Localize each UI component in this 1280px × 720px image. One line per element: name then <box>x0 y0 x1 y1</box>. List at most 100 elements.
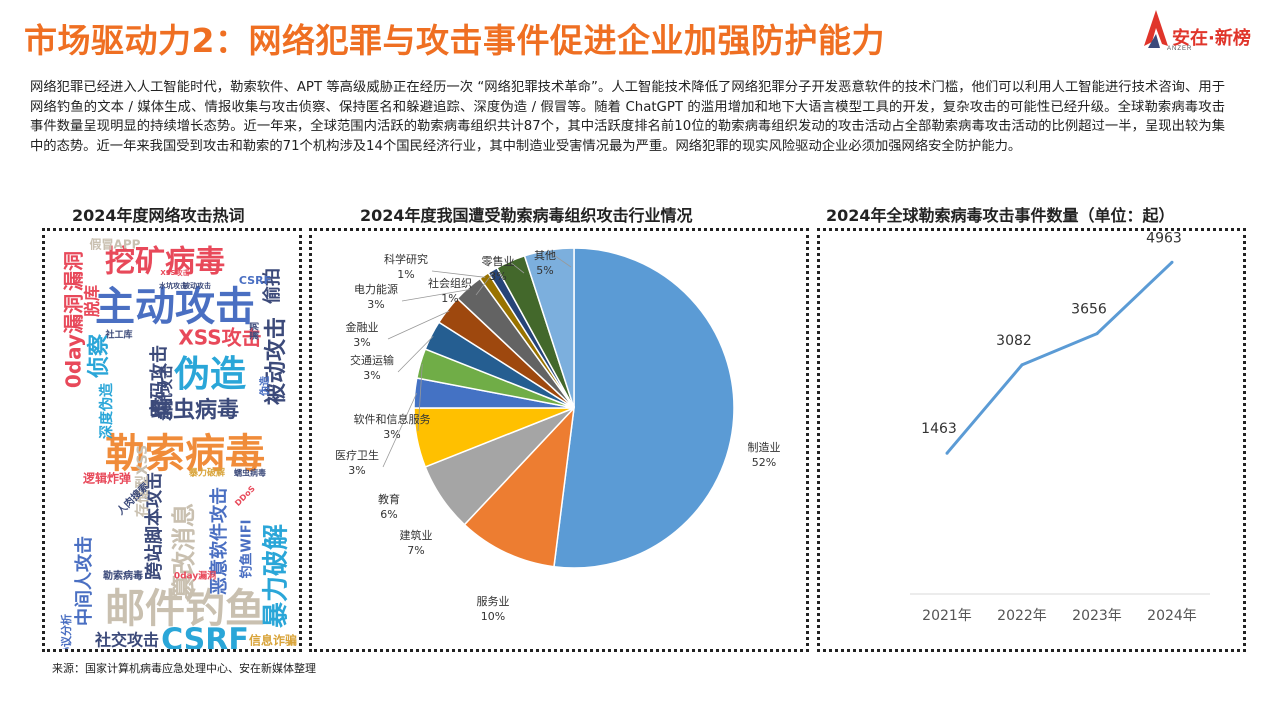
wordcloud-word: 侦察 <box>86 333 112 378</box>
wordcloud-word: 存储型XSS <box>134 445 151 517</box>
line-data-label: 3656 <box>1071 302 1107 318</box>
wordcloud-word: XSS攻击 <box>160 268 189 277</box>
pie-slice-percent: 1% <box>441 292 458 305</box>
x-tick-label: 2023年 <box>1072 608 1122 624</box>
logo-mark-shadow-icon <box>1148 34 1160 48</box>
line-data-label: 1463 <box>921 421 957 437</box>
wordcloud-word: CSRF <box>239 274 271 287</box>
wordcloud-word: 中间人攻击 <box>73 536 95 626</box>
wordcloud-word: 被动攻击 <box>263 317 289 405</box>
pie-leader-line <box>401 289 470 302</box>
pie-slice-percent: 3% <box>353 336 370 349</box>
logo <box>1144 10 1168 48</box>
pie-slice <box>523 247 575 409</box>
wordcloud-word: 密码攻击 <box>148 345 170 417</box>
wordcloud-title: 2024年度网络攻击热词 <box>72 206 245 225</box>
pie-slice-percent: 6% <box>380 508 397 521</box>
pie-slice-label: 零售业 <box>482 254 515 268</box>
wordcloud-word: 邮件钓鱼 <box>105 586 265 632</box>
pie-slice-percent: 3% <box>383 428 400 441</box>
wordcloud-word: 跨站脚本攻击 <box>143 472 165 580</box>
pie-slice-percent: 7% <box>407 544 424 557</box>
line-data-label: 4963 <box>1146 231 1182 246</box>
wordcloud-word: 勒索病毒 <box>105 431 265 477</box>
line-point <box>1020 363 1024 367</box>
pie-slice-percent: 3% <box>348 464 365 477</box>
logo-subtext: ANZER <box>1167 46 1193 52</box>
wordcloud-word: 挖矿病毒 <box>105 245 225 280</box>
wordcloud-word: 勒索病毒 <box>103 569 143 582</box>
pie-leader-line <box>382 392 418 468</box>
source-note: 来源：国家计算机病毒应急处理中心、安在新媒体整理 <box>52 662 316 675</box>
wordcloud-word: 篡改消息 <box>170 503 198 599</box>
pie-leader-line <box>475 271 494 296</box>
pie-slice-percent: 10% <box>481 610 505 623</box>
wordcloud-word: 蠕虫病毒 <box>234 468 266 478</box>
pie-leader-line <box>511 262 525 274</box>
line-series <box>945 261 1174 455</box>
page-title: 市场驱动力2：网络犯罪与攻击事件促进企业加强防护能力 <box>24 21 885 60</box>
wordcloud-word: 暴力破解 <box>262 524 292 628</box>
pie-slice-label: 科学研究 <box>384 252 428 266</box>
wordcloud-word: DDoS <box>233 484 257 508</box>
x-tick-label: 2021年 <box>922 608 972 624</box>
pie-slice-percent: 52% <box>752 456 776 469</box>
wordcloud-word: 协议分析 <box>59 614 73 649</box>
line-data-label: 3082 <box>996 333 1032 349</box>
wordcloud-word: 社交攻击 <box>94 631 159 650</box>
line-chart: 1463 2021年 3082 2022年 3656 2023年 4963 2024年 <box>910 230 1210 624</box>
wordcloud-word: XSS攻击 <box>178 326 261 350</box>
pie-slice-label: 社会组织 <box>428 276 472 290</box>
pie-slice-label: 制造业 <box>748 440 781 454</box>
wordcloud-word: 深度伪造 <box>98 383 115 439</box>
pie-slice-label: 软件和信息服务 <box>354 412 431 426</box>
wordcloud-word: 偷拍 <box>261 268 283 304</box>
wordcloud-word: 水坑攻击 <box>158 365 175 421</box>
wordcloud-word: 逻辑炸弹 <box>83 471 131 486</box>
pie-leader-line <box>431 270 486 278</box>
logo-text: 安在·新榜 <box>1172 28 1251 49</box>
pie-slice-label: 交通运输 <box>350 353 394 367</box>
pie-slice-label: 教育 <box>378 492 400 506</box>
wordcloud-word: 主动攻击 <box>95 284 255 330</box>
pie-chart-panel: 制造业 52% 服务业 10% 建筑业 7% 教育 6% 医疗卫生 3% 软件和信息服务 3% 交通运输… <box>309 228 809 652</box>
wordcloud-word: 伪造 <box>258 375 271 397</box>
pie-slice-label: 服务业 <box>477 595 510 608</box>
wordcloud-panel: 挖矿病毒 主动攻击 XSS攻击 伪造 蠕虫病毒 勒索病毒 邮件钓鱼 CSRF 社交攻击 信息诈骗暴… <box>42 228 302 659</box>
wordcloud-word: 0day漏洞 <box>62 294 86 388</box>
wordcloud-word: 信息诈骗 <box>249 633 297 648</box>
wordcloud-word: 漏洞 <box>249 322 261 340</box>
pie-slice-percent: 3% <box>489 270 506 283</box>
pie-slice-label: 电力能源 <box>354 282 398 296</box>
pie-slice-label: 金融业 <box>346 320 379 334</box>
wordcloud-word: 暴力破解 <box>188 467 225 479</box>
wordcloud-word: 0day漏洞 <box>174 570 216 582</box>
line-chart-panel: 1463 2021年 3082 2022年 3656 2023年 4963 2024年 <box>817 228 1246 652</box>
wordcloud-word: 假冒APP <box>90 237 141 252</box>
pie-slice-percent: 3% <box>367 298 384 311</box>
pie-slice-label: 其他 <box>534 249 556 262</box>
intro-paragraph: 网络犯罪已经进入人工智能时代，勒索软件、APT 等高级威胁正在经历一次 “网络犯… <box>30 80 1225 154</box>
pie-slice-label: 医疗卫生 <box>335 448 379 462</box>
pie-slice-percent: 1% <box>397 268 414 281</box>
wordcloud-word: 恶意软件攻击 <box>208 487 230 595</box>
wordcloud-word: CSRF <box>161 623 249 650</box>
pie-slice <box>463 405 576 568</box>
pie-leader-line <box>397 335 434 373</box>
x-tick-label: 2022年 <box>997 608 1047 624</box>
wordcloud-word: 蠕虫病毒 <box>151 397 239 423</box>
pie-leader-line <box>417 363 423 432</box>
wordcloud-word: 伪造 <box>174 354 246 395</box>
pie-chart-title: 2024年度我国遭受勒索病毒组织攻击行业情况 <box>360 206 693 225</box>
pie-leader-line <box>549 251 572 268</box>
x-tick-label: 2024年 <box>1147 608 1197 624</box>
wordcloud-word: 水坑攻击 <box>159 281 187 290</box>
wordcloud-word: 社工库 <box>104 329 132 341</box>
pie-leader-line <box>387 310 450 340</box>
wordcloud-word: 漏洞 <box>62 251 86 291</box>
pie-slice-percent: 5% <box>536 264 553 277</box>
line-point <box>945 451 949 455</box>
line-chart-title: 2024年全球勒索病毒攻击事件数量（单位：起） <box>826 206 1175 225</box>
logo-mark-icon <box>1144 10 1168 46</box>
